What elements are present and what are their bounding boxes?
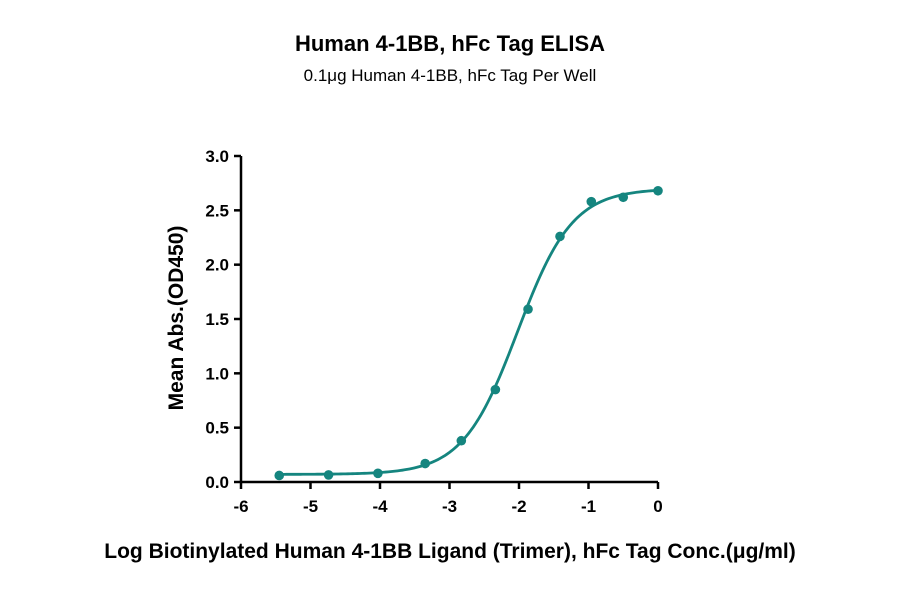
data-point [456, 435, 467, 446]
x-tick-label: -1 [581, 497, 596, 516]
data-point [523, 304, 533, 315]
y-tick-label: 0.5 [205, 419, 229, 438]
x-tick-label: 0 [653, 497, 662, 516]
data-point [618, 192, 629, 203]
data-point [586, 196, 597, 207]
fit-curve-layer [279, 188, 659, 476]
y-axis-label: Mean Abs.(OD450) [165, 226, 188, 411]
y-tick-label: 3.0 [205, 147, 229, 166]
data-point [323, 470, 334, 480]
data-point [490, 384, 501, 395]
y-tick-label: 0.0 [205, 473, 229, 492]
x-axis-label: Log Biotinylated Human 4-1BB Ligand (Tri… [104, 540, 795, 563]
data-points-layer [274, 185, 663, 481]
y-tick-label: 1.5 [205, 310, 229, 329]
fit-curve [279, 188, 659, 476]
x-tick-label: -2 [511, 497, 526, 516]
data-point [420, 458, 430, 469]
x-tick-label: -4 [372, 497, 388, 516]
axes: -6 -5 -4 -3 -2 -1 0 0.0 0.5 1.0 1.5 2.0 2.5 3.0 [205, 147, 662, 516]
y-tick-label: 2.0 [205, 256, 229, 275]
y-tick-label: 1.0 [205, 364, 229, 383]
data-point [653, 185, 663, 196]
data-point [373, 468, 383, 479]
data-point [274, 470, 285, 481]
x-tick-label: -5 [303, 497, 318, 516]
chart-subtitle: 0.1μg Human 4-1BB, hFc Tag Per Well [304, 66, 597, 85]
y-tick-label: 2.5 [205, 201, 229, 220]
data-point [555, 231, 565, 242]
chart-title: Human 4-1BB, hFc Tag ELISA [295, 31, 605, 56]
x-tick-label: -3 [442, 497, 457, 516]
x-tick-label: -6 [233, 497, 248, 516]
